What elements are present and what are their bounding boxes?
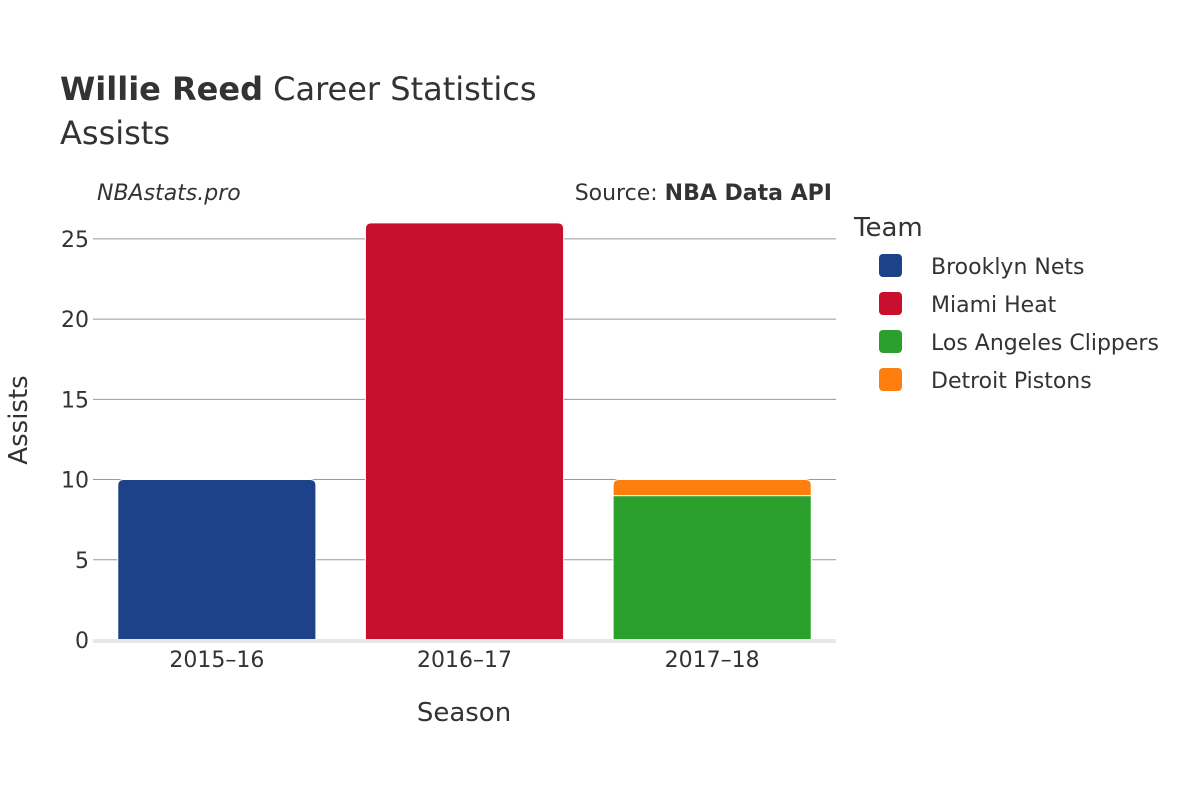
x-axis-label: Season <box>417 698 511 728</box>
legend-swatch <box>879 254 902 277</box>
legend-label: Los Angeles Clippers <box>931 331 1159 356</box>
source-credit: Source: NBA Data API <box>575 181 832 206</box>
chart-title: Willie Reed Career Statistics <box>60 70 537 108</box>
watermark: NBAstats.pro <box>97 181 241 206</box>
x-tick-label: 2016–17 <box>417 648 512 673</box>
y-tick-label: 10 <box>61 469 89 494</box>
legend-swatch <box>879 368 902 391</box>
chart-title-bold: Willie Reed <box>60 70 263 108</box>
y-tick-label: 20 <box>61 308 89 333</box>
y-tick-label: 0 <box>75 629 89 654</box>
legend-swatch <box>879 330 902 353</box>
bar <box>612 495 812 641</box>
x-tick-label: 2017–18 <box>665 648 760 673</box>
y-axis-label: Assists <box>4 375 34 464</box>
y-tick-label: 25 <box>61 228 89 253</box>
legend: Brooklyn Nets Miami Heat Los Angeles Clipp… <box>879 254 1159 394</box>
source-name: NBA Data API <box>665 181 832 206</box>
legend-label: Brooklyn Nets <box>931 255 1084 280</box>
y-tick-label: 15 <box>61 388 89 413</box>
legend-title: Team <box>853 213 923 243</box>
y-tick-label: 5 <box>75 549 89 574</box>
bar <box>364 222 565 641</box>
legend-label: Miami Heat <box>931 293 1057 318</box>
source-prefix: Source: <box>575 181 665 206</box>
bar <box>612 479 812 497</box>
bar <box>117 479 317 641</box>
chart-subtitle: Assists <box>60 114 170 152</box>
legend-swatch <box>879 292 902 315</box>
x-tick-label: 2015–16 <box>169 648 264 673</box>
chart-title-rest: Career Statistics <box>263 70 537 108</box>
plot-area: 0 5 10 15 20 25 2015–16 2016–17 2017–18 <box>61 222 836 673</box>
legend-label: Detroit Pistons <box>931 369 1092 394</box>
